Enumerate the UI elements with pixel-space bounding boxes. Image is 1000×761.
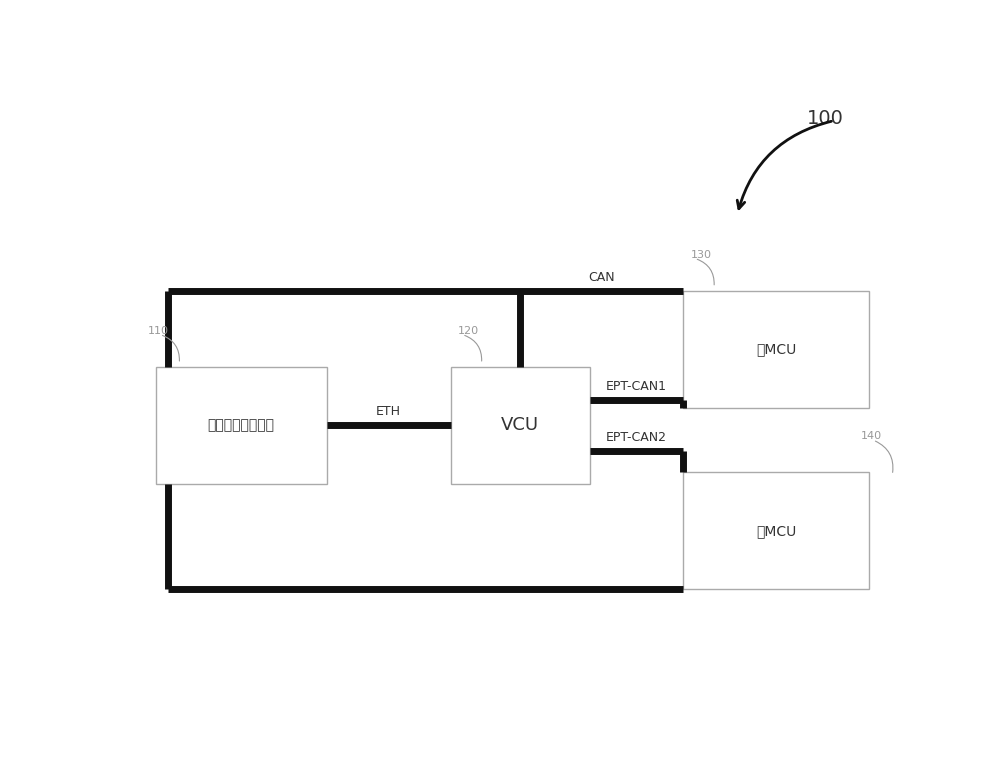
Text: 130: 130 (691, 250, 712, 260)
Text: 自动驾驶域控制器: 自动驾驶域控制器 (208, 419, 275, 432)
Text: EPT-CAN2: EPT-CAN2 (606, 431, 667, 444)
Bar (683, 291, 869, 408)
Bar (156, 367, 326, 484)
Bar (450, 367, 590, 484)
Text: 前MCU: 前MCU (756, 342, 796, 356)
Text: EPT-CAN1: EPT-CAN1 (606, 380, 667, 393)
Text: 120: 120 (458, 326, 479, 336)
Text: 110: 110 (148, 326, 169, 336)
Bar (683, 472, 869, 589)
Text: CAN: CAN (588, 270, 615, 284)
Text: VCU: VCU (501, 416, 539, 435)
Text: ETH: ETH (376, 406, 401, 419)
Text: 100: 100 (807, 109, 844, 128)
Text: 后MCU: 后MCU (756, 524, 796, 538)
Text: 140: 140 (861, 431, 882, 441)
